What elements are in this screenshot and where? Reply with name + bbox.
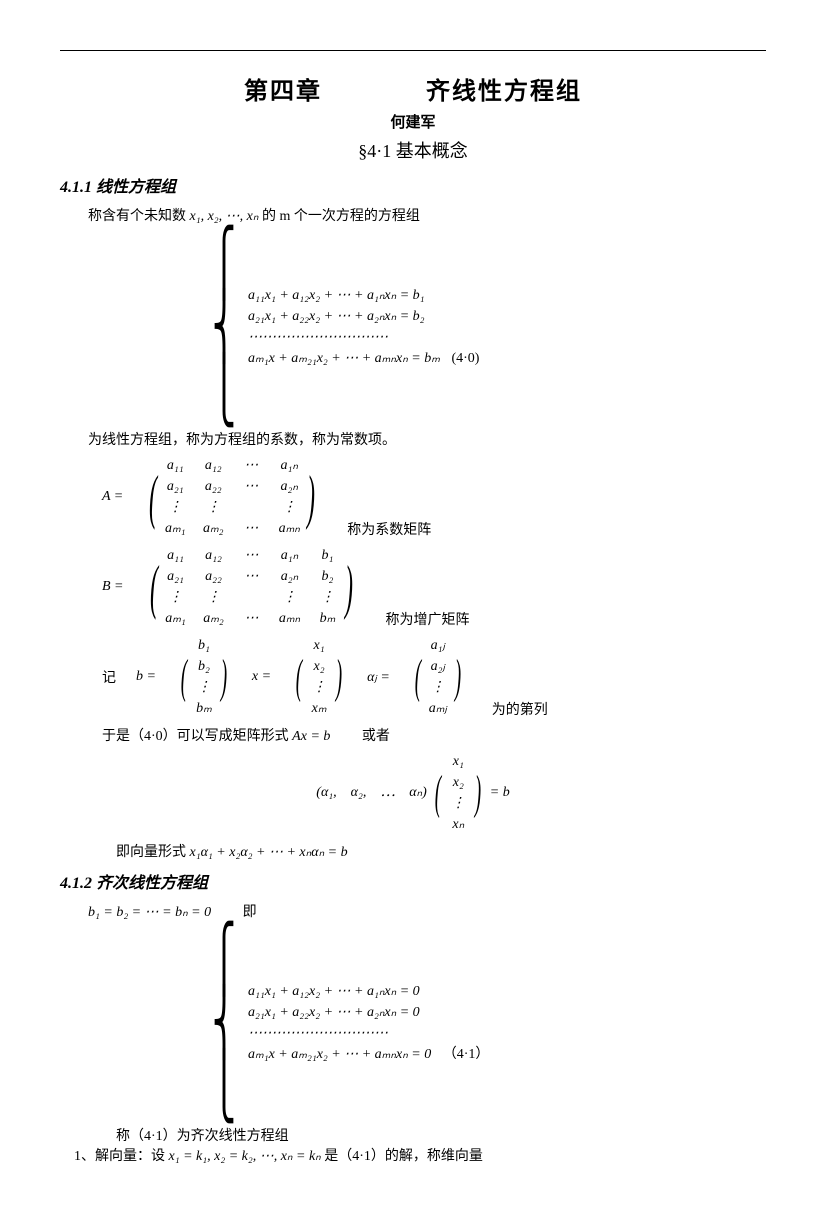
matA-after: 称为系数矩阵 [347,519,431,539]
p7-end: 是（4·1）的解，称维向量 [324,1149,483,1164]
para-1: 称含有个未知数 x₁, x₂, ⋯, xₙ 的 m 个一次方程的方程组 [60,205,766,225]
subsection-4-1-1: 4.1.1 线性方程组 [60,173,766,197]
author: 何建军 [60,111,766,132]
p7-math: x₁ = k₁, x₂ = k₂, ⋯, xₙ = kₙ [169,1149,321,1164]
vector-eq: (α₁, α₂, ⋯ αₙ) (x₁x₂⋮xₙ) = b [60,751,766,835]
vec-eq-pre: (α₁, α₂, ⋯ αₙ) [316,785,427,800]
matB-after: 称为增广矩阵 [385,609,469,629]
p5-end: 即 [215,905,257,920]
system-1: ⎧⎨⎩ a₁₁x₁ + a₁₂x₂ + ⋯ + a₁ₙxₙ = b₁ a₂₁x₁… [60,231,766,423]
vec-x: (x₁x₂⋮xₘ) [291,635,347,719]
chapter-title: 第四章 齐线性方程组 [60,71,766,106]
p7-pre: 1、解向量：设 [74,1149,165,1164]
matrix-B: ( a₁₁a₁₂⋯a₁ₙb₁a₂₁a₂₂⋯a₂ₙb₂⋮⋮⋮⋮aₘ₁aₘ₂⋯aₘₙ… [144,545,360,629]
sys2-label: （4·1） [443,1047,490,1062]
p3-end: 或者 [334,729,390,744]
p3-pre: 于是（4·0）可以写成矩阵形式 [102,729,289,744]
vec-xn: (x₁x₂⋮xₙ) [430,751,486,835]
para-2: 为线性方程组，称为方程组的系数，称为常数项。 [60,429,766,449]
p5-math: b₁ = b₂ = ⋯ = bₙ = 0 [88,905,211,920]
vec-alpha: (a₁ⱼa₂ⱼ⋮aₘⱼ) [410,635,466,719]
section-title: §4·1 基本概念 [60,137,766,163]
alpha-eq: αⱼ = [367,669,390,686]
row3-pre: 记 [102,667,116,687]
vec-b: (b₁b₂⋮bₘ) [176,635,232,719]
matB-label: B = [102,579,124,595]
sys2-r1: a₁₁x₁ + a₁₂x₂ + ⋯ + a₁ₙxₙ = 0 [248,981,489,1002]
para-4: 即向量形式 x₁α₁ + x₂α₂ + ⋯ + xₙαₙ = b [60,841,766,861]
sys1-r3: ⋯⋯⋯⋯⋯⋯⋯⋯⋯⋯ [248,327,479,348]
matrix-A: ( a₁₁a₁₂⋯a₁ₙa₂₁a₂₂⋯a₂ₙ⋮⋮⋮aₘ₁aₘ₂⋯aₘₙ ) [143,455,321,539]
sys1-r4: aₘ₁x + aₘ₂₁x₂ + ⋯ + aₘₙxₙ = bₘ [248,351,440,366]
matA-label: A = [102,489,123,505]
sys2-r3: ⋯⋯⋯⋯⋯⋯⋯⋯⋯⋯ [248,1023,489,1044]
para-7: 1、解向量：设 x₁ = k₁, x₂ = k₂, ⋯, xₙ = kₙ 是（4… [60,1145,766,1165]
p4-pre: 即向量形式 [116,845,186,860]
sys1-label: (4·0) [451,351,479,366]
x-eq: x = [252,669,271,685]
vectors-row: 记 b = (b₁b₂⋮bₘ) x = (x₁x₂⋮xₘ) αⱼ = (a₁ⱼa… [60,635,766,719]
para-3: 于是（4·0）可以写成矩阵形式 Ax = b 或者 [60,725,766,745]
para-5: b₁ = b₂ = ⋯ = bₙ = 0 即 [60,901,766,921]
vec-eq-post: = b [490,785,510,800]
subsection-4-1-2: 4.1.2 齐次线性方程组 [60,869,766,893]
p3-math: Ax = b [292,729,330,744]
row3-after: 为的第列 [492,699,548,719]
p4-math: x₁α₁ + x₂α₂ + ⋯ + xₙαₙ = b [190,845,348,860]
p1-math: x₁, x₂, ⋯, xₙ [190,209,259,224]
p1-text: 称含有个未知数 [88,209,186,224]
sys1-r1: a₁₁x₁ + a₁₂x₂ + ⋯ + a₁ₙxₙ = b₁ [248,285,479,306]
sys1-r2: a₂₁x₁ + a₂₂x₂ + ⋯ + a₂ₙxₙ = b₂ [248,306,479,327]
top-rule [60,50,766,51]
para-6: 称（4·1）为齐次线性方程组 [60,1125,766,1145]
system-2: ⎧⎨⎩ a₁₁x₁ + a₁₂x₂ + ⋯ + a₁ₙxₙ = 0 a₂₁x₁ … [60,927,766,1119]
sys2-r2: a₂₁x₁ + a₂₂x₂ + ⋯ + a₂ₙxₙ = 0 [248,1002,489,1023]
b-eq: b = [136,669,156,685]
matrix-A-row: A = ( a₁₁a₁₂⋯a₁ₙa₂₁a₂₂⋯a₂ₙ⋮⋮⋮aₘ₁aₘ₂⋯aₘₙ … [60,455,766,539]
p1-end: 的 m 个一次方程的方程组 [262,209,420,224]
matrix-B-row: B = ( a₁₁a₁₂⋯a₁ₙb₁a₂₁a₂₂⋯a₂ₙb₂⋮⋮⋮⋮aₘ₁aₘ₂… [60,545,766,629]
sys2-r4: aₘ₁x + aₘ₂₁x₂ + ⋯ + aₘₙxₙ = 0 [248,1047,431,1062]
